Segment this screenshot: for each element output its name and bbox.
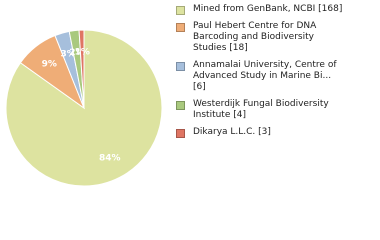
legend-swatch <box>176 6 185 15</box>
slice-label: 1% <box>75 47 90 57</box>
legend-label: Westerdijk Fungal Biodiversity Institute… <box>193 99 329 120</box>
legend-swatch <box>176 101 185 110</box>
legend-item: Mined from GenBank, NCBI [168] <box>176 4 376 15</box>
legend-label: Dikarya L.L.C. [3] <box>193 127 271 137</box>
slice-label: 2% <box>69 48 84 58</box>
legend-item: Annamalai University, Centre of Advanced… <box>176 60 376 93</box>
legend-label: Mined from GenBank, NCBI [168] <box>193 4 343 14</box>
legend-swatch <box>176 62 185 71</box>
legend-label: Paul Hebert Centre for DNA Barcoding and… <box>193 21 317 53</box>
legend: Mined from GenBank, NCBI [168] Paul Heber… <box>176 4 376 144</box>
slice-label: 3% <box>61 50 76 60</box>
pie: 84% 9% 3%2%1% <box>5 29 163 187</box>
slice-label: 9% <box>42 59 57 69</box>
legend-item: Paul Hebert Centre for DNA Barcoding and… <box>176 21 376 54</box>
legend-label: Annamalai University, Centre of Advanced… <box>193 60 337 92</box>
slice-label: 84% <box>99 153 121 163</box>
legend-item: Westerdijk Fungal Biodiversity Institute… <box>176 99 376 121</box>
legend-item: Dikarya L.L.C. [3] <box>176 127 376 138</box>
legend-swatch <box>176 23 185 32</box>
legend-swatch <box>176 129 185 138</box>
pie-slice <box>78 29 85 109</box>
